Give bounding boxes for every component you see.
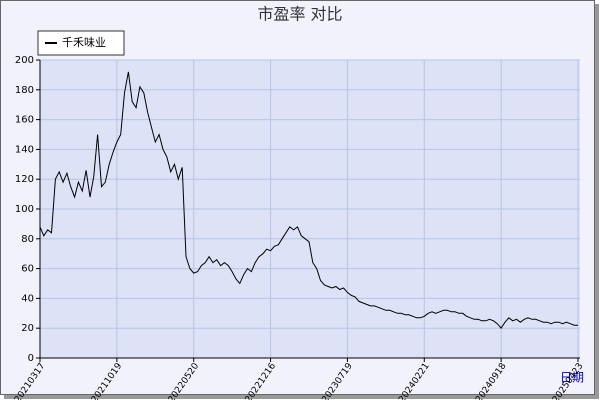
y-tick-label: 180: [15, 85, 34, 96]
y-tick-label: 20: [21, 323, 34, 334]
y-tick-label: 100: [15, 204, 34, 215]
y-tick-label: 160: [15, 115, 34, 126]
y-tick-label: 40: [21, 293, 34, 304]
y-tick-label: 120: [15, 174, 34, 185]
y-tick-label: 80: [21, 234, 34, 245]
y-tick-label: 60: [21, 264, 34, 275]
y-tick-label: 140: [15, 144, 34, 155]
y-tick-label: 0: [28, 353, 34, 364]
legend-label: 千禾味业: [62, 36, 106, 49]
y-tick-label: 200: [15, 55, 34, 66]
chart-title: 市盈率 对比: [257, 5, 342, 24]
data-line: [39, 71, 578, 330]
x-axis-label: 日期: [560, 371, 584, 385]
